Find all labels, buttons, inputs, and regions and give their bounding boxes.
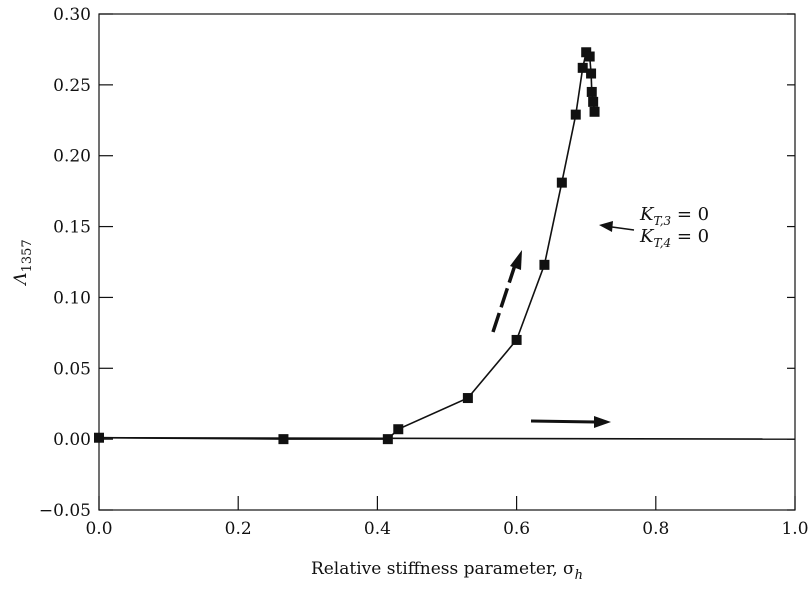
data-point (556, 177, 567, 188)
x-tick-label: 1.0 (781, 519, 808, 539)
annotation-arrow (611, 226, 635, 231)
data-point (393, 424, 404, 435)
data-point (589, 106, 600, 117)
y-tick-label: 0.30 (53, 5, 91, 25)
axis-ticks: 0.0 0.2 0.4 0.6 0.8 1.0 −0.05 0.00 0.05 0.10 0.15 0… (39, 5, 809, 539)
y-tick-label: 0.25 (53, 76, 91, 96)
right-arrowhead (594, 416, 611, 428)
annotation-kt4: KT,4 = 0 (639, 226, 709, 250)
y-axis-title: Λ1357 (11, 239, 35, 286)
x-tick-label: 0.2 (225, 519, 252, 539)
x-tick-label: 0.4 (364, 519, 391, 539)
y-axis-title-sub: 1357 (20, 239, 35, 272)
y-tick-label: 0.00 (53, 430, 91, 450)
y-tick-label: 0.20 (53, 147, 91, 167)
right-arrow (530, 419, 596, 424)
data-point (588, 96, 599, 107)
annotation-kt3-main: K (639, 204, 655, 225)
data-point (539, 259, 550, 270)
annotation-kt4-rest: = 0 (671, 226, 709, 247)
dashed-up-arrowhead (510, 250, 522, 270)
x-axis-title: Relative stiffness parameter, σh (311, 559, 583, 583)
data-point (584, 51, 595, 62)
series-line (98, 50, 596, 440)
x-tick-label: 0.0 (85, 519, 112, 539)
annotation-kt3-sub: T,3 (653, 214, 671, 228)
y-tick-label: 0.05 (53, 359, 91, 379)
data-point (511, 334, 522, 345)
plot-frame (98, 13, 796, 511)
y-tick-label: 0.10 (53, 288, 91, 308)
data-point (586, 68, 597, 79)
series-line (98, 436, 796, 440)
y-axis-title-main: Λ (11, 272, 31, 286)
data-point (278, 434, 289, 445)
data-point (462, 393, 473, 404)
annotation-kt3-rest: = 0 (671, 204, 709, 225)
y-tick-label: 0.15 (53, 218, 91, 238)
annotation-kt4-main: K (639, 226, 655, 247)
data-point (570, 109, 581, 120)
annotation-arrowhead (599, 221, 613, 232)
data-point (586, 86, 597, 97)
direction-arrows (491, 221, 635, 428)
x-tick-label: 0.6 (503, 519, 530, 539)
series-group (94, 47, 796, 445)
annotation-kt3: KT,3 = 0 (639, 204, 709, 228)
x-axis-title-sub: h (575, 568, 583, 583)
y-tick-label: −0.05 (39, 501, 91, 521)
data-point (577, 62, 588, 73)
annotation-kt4-sub: T,4 (653, 236, 671, 250)
x-tick-label: 0.8 (642, 519, 669, 539)
x-axis-title-main: Relative stiffness parameter, σ (311, 559, 575, 579)
data-point (382, 434, 393, 445)
dashed-up-arrow (491, 261, 518, 333)
